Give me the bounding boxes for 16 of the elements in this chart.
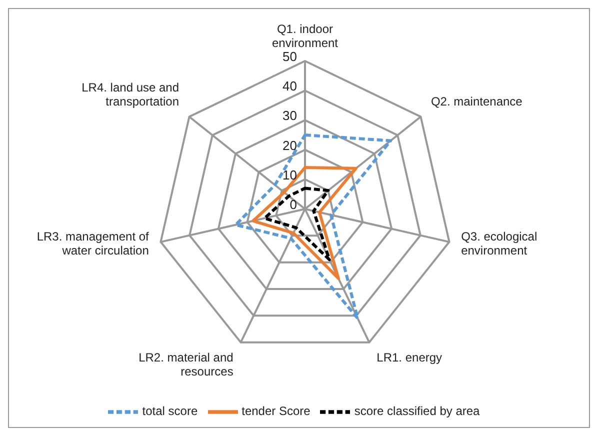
y-tick-label: 40 bbox=[282, 78, 297, 94]
spoke-label: LR2. material and resources bbox=[138, 350, 234, 379]
spoke-label: Q3. ecological environment bbox=[461, 230, 538, 258]
spoke-label: Q2. maintenance bbox=[430, 94, 523, 109]
y-tick-label: 30 bbox=[282, 108, 297, 124]
spoke-label: LR3. management of water circulation bbox=[36, 230, 150, 258]
spoke-label: LR4. land use and transportation bbox=[82, 80, 180, 109]
legend-label: tender Score bbox=[242, 404, 310, 418]
legend-label: total score bbox=[142, 404, 198, 418]
legend-label: score classified by area bbox=[354, 404, 480, 418]
spoke-label: LR1. energy bbox=[376, 350, 442, 365]
spoke-label: Q1. indoor environment bbox=[272, 22, 339, 50]
y-tick-label: 50 bbox=[282, 49, 297, 64]
y-tick-label: 0 bbox=[290, 197, 297, 212]
y-tick-label: 20 bbox=[282, 138, 297, 153]
y-tick-label: 10 bbox=[282, 167, 297, 182]
